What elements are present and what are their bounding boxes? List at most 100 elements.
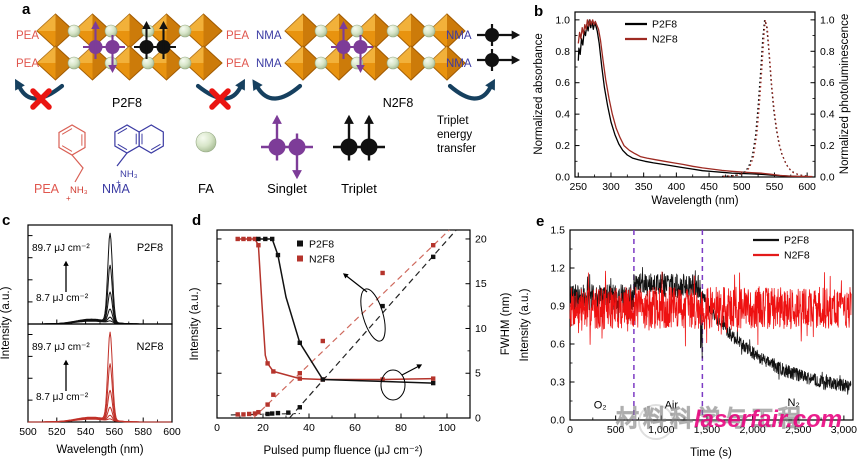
svg-text:350: 350: [635, 181, 653, 193]
svg-text:500: 500: [19, 426, 37, 438]
svg-text:Intensity (a.u.): Intensity (a.u.): [519, 288, 531, 361]
svg-text:FWHM (nm): FWHM (nm): [500, 293, 512, 356]
svg-text:5: 5: [475, 368, 481, 380]
svg-text:N2F8: N2F8: [652, 34, 678, 46]
svg-text:80: 80: [395, 422, 407, 434]
svg-text:0.2: 0.2: [820, 140, 835, 152]
panel-a-perovskite-schematic: PEA PEA PEA PEA NMA NMA NMA NMA P2F8 N2F8 Triplet e…: [15, 13, 521, 203]
svg-text:+: +: [116, 178, 121, 187]
svg-text:N2F8: N2F8: [137, 341, 164, 353]
svg-text:250: 250: [570, 181, 588, 193]
svg-text:0.0: 0.0: [820, 172, 835, 184]
svg-text:Triplet: Triplet: [341, 181, 377, 196]
svg-text:560: 560: [106, 426, 124, 438]
svg-text:15: 15: [475, 278, 487, 290]
svg-text:PEA: PEA: [226, 58, 249, 70]
svg-text:energy: energy: [437, 129, 472, 141]
svg-text:N2F8: N2F8: [309, 254, 335, 266]
chart-d-threshold-fwhm: 0 20 40 60 80 100 0 5 10 15 20 P2F8 N2F8 Pulsed pump …: [189, 229, 512, 457]
panel-b-label: b: [534, 3, 544, 20]
svg-text:NMA: NMA: [446, 58, 472, 70]
svg-text:NH₃: NH₃: [70, 185, 88, 196]
panel-c-label: c: [2, 212, 11, 229]
svg-text:0: 0: [475, 413, 481, 425]
svg-text:89.7 μJ cm⁻²: 89.7 μJ cm⁻²: [32, 243, 90, 254]
svg-text:580: 580: [134, 426, 152, 438]
svg-text:NMA: NMA: [102, 182, 130, 196]
svg-text:450: 450: [700, 181, 718, 193]
chart-e-stability-time: 0 500 1,000 1,500 2,000 2,500 3,0000.00.30.60.…: [519, 225, 857, 460]
svg-text:Intensity (a.u.): Intensity (a.u.): [0, 286, 12, 359]
svg-text:500: 500: [733, 181, 751, 193]
svg-text:Wavelength (nm): Wavelength (nm): [56, 444, 143, 456]
svg-text:0.4: 0.4: [555, 109, 570, 121]
svg-text:0.8: 0.8: [820, 46, 835, 58]
svg-text:600: 600: [163, 426, 181, 438]
svg-text:NMA: NMA: [256, 30, 282, 42]
svg-text:2,500: 2,500: [785, 424, 811, 436]
svg-text:0.6: 0.6: [555, 77, 570, 89]
svg-text:N2F8: N2F8: [784, 250, 810, 262]
svg-text:0.2: 0.2: [555, 140, 570, 152]
panel-d-label: d: [192, 212, 202, 229]
svg-text:NMA: NMA: [446, 30, 472, 42]
svg-text:1,500: 1,500: [694, 424, 720, 436]
svg-text:0.8: 0.8: [555, 46, 570, 58]
svg-text:3,000: 3,000: [831, 424, 857, 436]
svg-text:N2F8: N2F8: [383, 96, 414, 110]
svg-text:540: 540: [77, 426, 95, 438]
svg-text:P2F8: P2F8: [112, 96, 142, 110]
svg-text:Normalized photoluminescence: Normalized photoluminescence: [839, 14, 851, 174]
svg-text:0: 0: [567, 424, 573, 436]
svg-text:PEA: PEA: [16, 58, 39, 70]
svg-text:P2F8: P2F8: [784, 235, 809, 247]
svg-text:100: 100: [438, 422, 456, 434]
svg-text:500: 500: [607, 424, 625, 436]
svg-text:600: 600: [798, 181, 816, 193]
watermark-stamp-circle: [638, 404, 674, 440]
svg-text:Wavelength (nm): Wavelength (nm): [651, 195, 738, 207]
svg-text:Pulsed pump fluence (μJ cm⁻²): Pulsed pump fluence (μJ cm⁻²): [263, 445, 422, 457]
svg-text:0.4: 0.4: [820, 109, 835, 121]
svg-text:89.7 μJ cm⁻²: 89.7 μJ cm⁻²: [32, 342, 90, 353]
svg-text:400: 400: [668, 181, 686, 193]
svg-text:0.6: 0.6: [820, 77, 835, 89]
svg-text:60: 60: [349, 422, 361, 434]
chart-c-emission-spectra: 89.7 μJ cm⁻² 8.7 μJ cm⁻² P2F8 500 520 540 560 5…: [0, 224, 181, 456]
svg-text:PEA: PEA: [16, 30, 39, 42]
svg-text:1.2: 1.2: [550, 263, 565, 275]
svg-text:P2F8: P2F8: [309, 239, 334, 251]
svg-text:NMA: NMA: [256, 58, 282, 70]
svg-text:300: 300: [602, 181, 620, 193]
svg-text:8.7 μJ cm⁻²: 8.7 μJ cm⁻²: [36, 293, 89, 304]
svg-text:N₂: N₂: [788, 397, 800, 409]
svg-text:P2F8: P2F8: [652, 19, 677, 31]
svg-text:Normalized absorbance: Normalized absorbance: [533, 33, 545, 154]
svg-text:20: 20: [257, 422, 269, 434]
chart-b-absorbance-photoluminescence: 250 300 350 400 450 500 550 600 0.0 0.2 0.4 0.6 0.8 1…: [533, 11, 851, 207]
svg-text:0.9: 0.9: [550, 301, 565, 313]
watermark-chinese: 材料科学与工程: [616, 405, 805, 432]
svg-text:NH₃: NH₃: [120, 169, 138, 180]
svg-text:20: 20: [475, 233, 487, 245]
svg-text:1.0: 1.0: [820, 14, 835, 26]
svg-text:1.5: 1.5: [550, 225, 565, 237]
svg-text:0.6: 0.6: [550, 339, 565, 351]
svg-text:0.0: 0.0: [555, 172, 570, 184]
watermark-laserfair: laserfair.com: [694, 406, 843, 433]
svg-text:PEA: PEA: [34, 182, 60, 196]
svg-text:transfer: transfer: [437, 143, 476, 155]
svg-text:PEA: PEA: [226, 30, 249, 42]
svg-text:Triplet: Triplet: [437, 115, 469, 127]
svg-text:P2F8: P2F8: [137, 242, 163, 254]
svg-text:Intensity (a.u.): Intensity (a.u.): [189, 287, 201, 360]
svg-text:+: +: [66, 194, 71, 203]
svg-text:0.0: 0.0: [550, 415, 565, 427]
svg-text:2,000: 2,000: [739, 424, 765, 436]
svg-text:FA: FA: [198, 181, 214, 196]
svg-text:0.3: 0.3: [550, 377, 565, 389]
panel-a-label: a: [22, 1, 31, 18]
svg-text:Singlet: Singlet: [267, 181, 307, 196]
svg-text:1.0: 1.0: [555, 14, 570, 26]
